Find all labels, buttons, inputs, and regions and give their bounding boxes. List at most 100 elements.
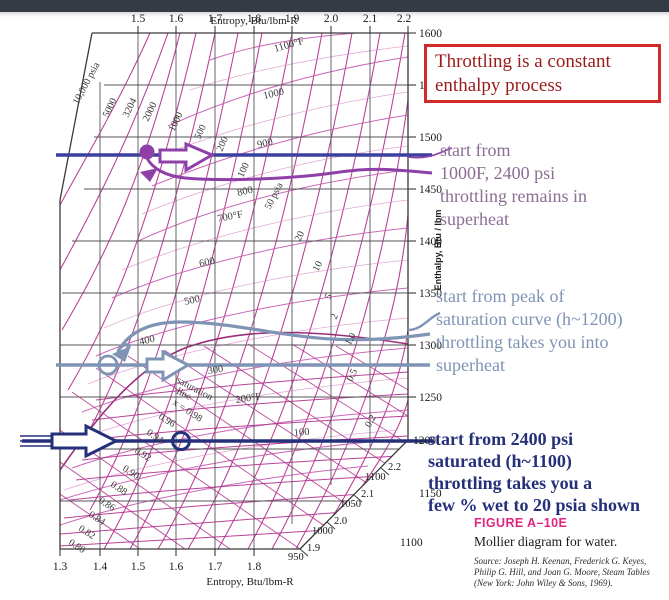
svg-text:1600: 1600 <box>419 28 442 40</box>
svg-text:1.8: 1.8 <box>247 13 262 25</box>
svg-text:1000: 1000 <box>312 526 333 537</box>
svg-text:1150: 1150 <box>419 488 442 500</box>
window-top-shadow <box>0 12 669 17</box>
top-x-tick-labels: 1.5 1.6 1.7 1.8 1.9 2.0 2.1 2.2 <box>131 13 412 25</box>
svg-text:1350: 1350 <box>419 288 442 300</box>
purple-note-line-0: start from <box>440 140 511 160</box>
svg-text:10: 10 <box>311 260 325 274</box>
svg-text:1.3: 1.3 <box>53 561 68 573</box>
diagonal-axis-ticks <box>299 467 390 557</box>
navy-note-line-0: start from 2400 psi <box>428 429 574 449</box>
quality-line-labels: x = 0.98 0.96 0.94 0.92 0.90 0.88 0.86 0… <box>66 397 204 556</box>
right-axis-ticks <box>408 32 416 441</box>
diagonal-inner-labels: 950 1000 1050 1100 <box>288 472 386 563</box>
blue-note-line-1: saturation curve (h~1200) <box>436 309 623 329</box>
temperature-line-labels: 1100°F 1000 900 800 700°F 600 500 400 30… <box>138 36 310 439</box>
svg-text:500: 500 <box>183 294 201 308</box>
svg-text:1.8: 1.8 <box>247 561 262 573</box>
svg-text:600: 600 <box>198 256 216 270</box>
horizontal-gridlines <box>60 84 408 502</box>
svg-text:1.7: 1.7 <box>208 13 223 25</box>
red-callout-line2: enthalpy process <box>435 75 563 96</box>
purple-note-line-2: throttling remains in <box>440 186 587 206</box>
svg-text:1000: 1000 <box>262 86 285 101</box>
figure-source-line-0: Source: Joseph H. Keenan, Frederick G. K… <box>474 556 647 566</box>
top-axis-ticks <box>137 26 409 33</box>
svg-text:2.0: 2.0 <box>334 516 347 527</box>
figure-source-line-2: (New York: John Wiley & Sons, 1969). <box>474 578 613 588</box>
figure-number: FIGURE A–10E <box>474 516 568 530</box>
svg-text:1400: 1400 <box>419 236 442 248</box>
axis-title-top: Entropy, Btu/lbm-R <box>210 15 298 27</box>
navy-note-line-2: throttling takes you a <box>428 473 593 493</box>
svg-text:1.5: 1.5 <box>131 561 146 573</box>
navy-annotation-note: start from 2400 psi saturated (h~1100) t… <box>428 428 669 516</box>
svg-text:2.2: 2.2 <box>397 13 412 25</box>
annotation-blue-throttling-saturation-peak <box>56 320 431 383</box>
purple-note-line-1: 1000F, 2400 psi <box>440 163 556 183</box>
blue-note-line-3: superheat <box>436 355 505 375</box>
svg-text:1.6: 1.6 <box>169 561 184 573</box>
window-top-bar <box>0 0 669 12</box>
svg-text:1100: 1100 <box>365 472 386 483</box>
axis-title-right: Enthalpy, Btu / lbm <box>433 210 443 291</box>
diagonal-outer-labels: 1.9 2.0 2.1 2.2 <box>307 462 401 554</box>
svg-text:1300: 1300 <box>419 340 442 352</box>
svg-text:900: 900 <box>256 137 274 151</box>
navy-note-line-1: saturated (h~1100) <box>428 451 572 471</box>
svg-text:1450: 1450 <box>419 184 442 196</box>
svg-text:2.1: 2.1 <box>363 13 378 25</box>
figure-source: Source: Joseph H. Keenan, Frederick G. K… <box>474 556 669 589</box>
figure-source-line-1: Philip G. Hill, and Joan G. Moore, Steam… <box>474 567 650 577</box>
svg-text:950: 950 <box>288 552 304 563</box>
svg-text:200°F: 200°F <box>235 391 262 406</box>
figure-caption-block: FIGURE A–10E Mollier diagram for water. … <box>474 516 669 589</box>
saturation-line <box>60 331 408 471</box>
plot-frame <box>59 32 409 550</box>
svg-text:1500: 1500 <box>419 132 442 144</box>
red-callout-line1: Throttling is a constant <box>435 51 611 72</box>
blue-leader-line <box>407 311 441 332</box>
blue-note-line-2: throttling takes you into <box>436 332 609 352</box>
svg-text:1.0: 1.0 <box>343 331 359 347</box>
svg-text:1200: 1200 <box>413 435 436 447</box>
purple-leader-line <box>407 147 453 159</box>
annotation-navy-throttling-2400psi-saturated <box>20 423 434 459</box>
svg-text:1.4: 1.4 <box>93 561 108 573</box>
svg-text:2: 2 <box>329 312 341 321</box>
bottom-axis-ticks <box>59 549 255 556</box>
svg-text:1.9: 1.9 <box>307 543 320 554</box>
navy-note-line-3: few % wet to 20 psia shown <box>428 495 641 515</box>
figure-title: Mollier diagram for water. <box>474 534 618 549</box>
purple-note-line-3: superheat <box>440 209 509 229</box>
svg-text:1050: 1050 <box>340 499 361 510</box>
vertical-gridlines <box>99 33 371 549</box>
secondary-isobar-lines <box>63 45 408 491</box>
svg-text:1.6: 1.6 <box>169 13 184 25</box>
svg-text:700°F: 700°F <box>216 209 244 225</box>
blue-annotation-note: start from peak of saturation curve (h~1… <box>436 285 669 377</box>
axis-title-bottom: Entropy, Btu/lbm-R <box>206 576 294 588</box>
red-callout-box: Throttling is a constant enthalpy proces… <box>424 44 661 103</box>
svg-text:1.7: 1.7 <box>208 561 223 573</box>
svg-text:2.0: 2.0 <box>324 13 339 25</box>
annotation-purple-throttling-1000F-2400psi <box>56 141 433 182</box>
svg-text:300: 300 <box>207 364 224 377</box>
svg-text:0.2: 0.2 <box>363 413 379 429</box>
svg-text:5: 5 <box>323 292 335 301</box>
svg-text:800: 800 <box>236 185 254 199</box>
svg-text:100: 100 <box>293 427 310 439</box>
svg-text:2.2: 2.2 <box>388 462 401 473</box>
blue-note-line-0: start from peak of <box>436 286 565 306</box>
svg-text:1.5: 1.5 <box>131 13 146 25</box>
svg-text:400: 400 <box>138 334 156 348</box>
svg-text:0.5: 0.5 <box>345 367 360 383</box>
svg-text:1100: 1100 <box>400 537 423 549</box>
svg-text:1250: 1250 <box>419 392 442 404</box>
bottom-x-tick-labels: 1.3 1.4 1.5 1.6 1.7 1.8 <box>53 561 262 573</box>
svg-text:2.1: 2.1 <box>361 489 374 500</box>
purple-annotation-note: start from 1000F, 2400 psi throttling re… <box>440 139 666 231</box>
svg-text:20: 20 <box>293 230 307 244</box>
